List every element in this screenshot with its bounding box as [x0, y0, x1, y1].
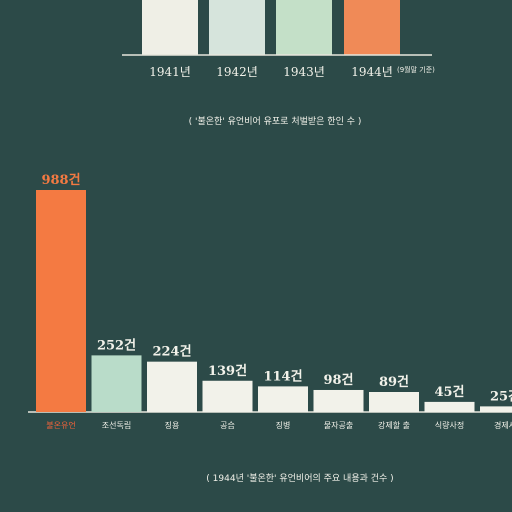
yearly-bar	[276, 0, 332, 55]
contents-bar	[258, 386, 308, 412]
contents-bar	[480, 406, 512, 412]
contents-category-label: 강제할 출	[378, 420, 410, 430]
yearly-bar	[209, 0, 265, 55]
contents-bar	[424, 401, 475, 412]
contents-bar	[36, 190, 86, 412]
yearly-category-note: (9월말 기준)	[397, 65, 435, 74]
caption-contents: ( 1944년 '불온한' 유언비어의 주요 내용과 건수 )	[206, 472, 393, 484]
yearly-category-label: 1944년	[351, 65, 393, 79]
contents-category-label: 공습	[220, 421, 235, 430]
yearly-bar	[142, 0, 198, 55]
contents-bar	[91, 355, 142, 412]
contents-bar	[202, 380, 253, 412]
contents-value-label: 139건	[208, 363, 247, 379]
contents-bar	[313, 389, 364, 412]
contents-value-label: 89건	[379, 374, 409, 390]
contents-category-label: 징병	[276, 420, 291, 430]
yearly-bar	[344, 0, 400, 55]
contents-bar	[147, 361, 197, 412]
contents-value-label: 224건	[152, 344, 191, 360]
contents-value-label: 25건	[490, 388, 512, 404]
contents-bar	[369, 392, 419, 412]
contents-value-label: 988건	[41, 172, 80, 188]
contents-value-label: 98건	[323, 372, 353, 388]
yearly-category-label: 1942년	[216, 65, 258, 79]
yearly-category-label: 1941년	[149, 65, 191, 79]
contents-category-label: 물자공출	[324, 420, 353, 430]
contents-category-label: 불온유언	[46, 420, 75, 430]
contents-category-label: 조선독립	[102, 421, 131, 430]
contents-value-label: 45건	[434, 384, 464, 400]
yearly-category-label: 1943년	[283, 65, 325, 79]
contents-category-label: 식량사정	[435, 420, 464, 430]
contents-value-label: 252건	[97, 337, 136, 353]
chart-yearly-punished: 1941년 1942년 1943년 1944년 (9월말 기준)	[122, 0, 435, 79]
contents-category-label: 경제사	[494, 420, 512, 430]
contents-category-label: 징용	[165, 420, 180, 430]
contents-value-label: 114건	[263, 368, 302, 384]
caption-yearly: ( '불온한' 유언비어 유포로 처벌받은 한인 수 )	[189, 115, 362, 127]
